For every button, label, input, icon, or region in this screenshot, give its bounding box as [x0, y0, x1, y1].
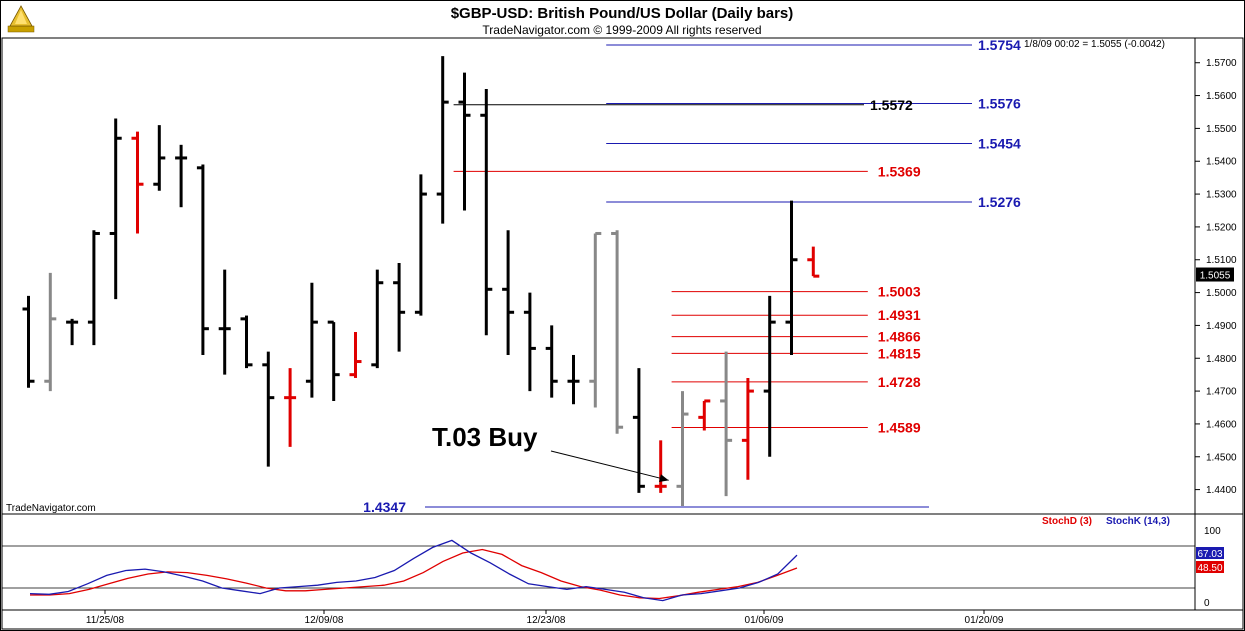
annotation-label: T.03 Buy	[432, 422, 538, 452]
y-tick-label: 1.5100	[1206, 255, 1237, 266]
date-axis	[1, 609, 1244, 630]
x-tick-label: 11/25/08	[86, 615, 125, 626]
ohlc-bar	[109, 118, 122, 300]
ohlc-bar	[153, 125, 166, 191]
chart-subtitle: TradeNavigator.com © 1999-2009 All right…	[482, 23, 761, 37]
ohlc-bar	[676, 391, 689, 507]
y-tick-label: 1.4400	[1206, 485, 1237, 496]
stoch-last-value-label: 48.50	[1197, 563, 1222, 574]
stoch-k-legend: StochK (14,3)	[1106, 516, 1170, 527]
ohlc-bar	[589, 231, 602, 408]
level-label: 1.5276	[978, 194, 1021, 210]
watermark: TradeNavigator.com	[6, 503, 96, 514]
level-label: 1.5576	[978, 95, 1021, 111]
level-label: 1.4728	[878, 374, 921, 390]
stoch-tick-label: 100	[1204, 526, 1221, 537]
trade-navigator-logo-icon	[7, 5, 35, 33]
ohlc-bar	[393, 263, 406, 352]
ohlc-bar	[545, 325, 558, 398]
stoch-last-value-box	[1196, 561, 1224, 573]
ohlc-bar	[436, 56, 449, 224]
stoch-d-legend: StochD (3)	[1042, 516, 1092, 527]
ohlc-bar	[632, 368, 645, 493]
y-tick-label: 1.5300	[1206, 190, 1237, 201]
y-tick-label: 1.5600	[1206, 91, 1237, 102]
y-tick-label: 1.4700	[1206, 387, 1237, 398]
level-label: 1.4866	[878, 329, 921, 345]
ohlc-bar	[785, 200, 798, 355]
last-price-label: 1.5055	[1200, 271, 1231, 282]
y-tick-label: 1.4500	[1206, 452, 1237, 463]
ohlc-bar	[240, 315, 253, 369]
x-tick-label: 01/06/09	[745, 615, 784, 626]
level-label: 1.5003	[878, 284, 921, 300]
ohlc-bar	[218, 269, 231, 375]
stoch-last-value-label: 67.03	[1197, 549, 1222, 560]
stoch-tick-label: 0	[1204, 598, 1210, 609]
level-label: 1.4931	[878, 307, 921, 323]
stoch-d-line	[30, 548, 798, 600]
annotation-arrow-line	[550, 450, 669, 481]
chart-title: $GBP-USD: British Pound/US Dollar (Daily…	[451, 5, 794, 22]
ohlc-bar	[196, 164, 209, 355]
level-label: 1.5572	[870, 97, 913, 113]
ohlc-bar	[414, 174, 427, 316]
y-tick-label: 1.5500	[1206, 124, 1237, 135]
ohlc-bar	[284, 368, 297, 447]
level-label: 1.4589	[878, 420, 921, 436]
ohlc-bar	[611, 230, 624, 434]
ohlc-bar	[741, 377, 754, 480]
ohlc-bar	[305, 282, 318, 398]
x-tick-label: 12/09/08	[305, 615, 344, 626]
ohlc-bar	[763, 295, 776, 457]
ohlc-bar	[502, 230, 515, 355]
price-panel	[1, 37, 1196, 515]
ohlc-bar	[654, 440, 667, 493]
ohlc-bar	[66, 318, 79, 346]
ohlc-bar	[44, 272, 57, 392]
level-label: 1.5454	[978, 136, 1021, 152]
ohlc-bar	[371, 269, 384, 369]
ohlc-bar	[349, 331, 362, 378]
y-tick-label: 1.5700	[1206, 58, 1237, 69]
stoch-k-line	[29, 539, 798, 602]
stoch-panel	[1, 513, 1196, 611]
level-label: 1.4347	[363, 499, 406, 515]
ohlc-bar	[720, 351, 733, 497]
ohlc-bar	[327, 320, 340, 401]
ohlc-bar	[262, 351, 275, 467]
y-tick-label: 1.5400	[1206, 157, 1237, 168]
y-tick-label: 1.5200	[1206, 222, 1237, 233]
y-tick-label: 1.4600	[1206, 419, 1237, 430]
y-tick-label: 1.5000	[1206, 288, 1237, 299]
ohlc-bar	[698, 399, 711, 431]
y-tick-label: 1.4900	[1206, 321, 1237, 332]
ohlc-bar	[87, 230, 100, 346]
ohlc-bar	[458, 72, 471, 211]
stoch-last-value-box	[1196, 547, 1224, 559]
ohlc-bar	[22, 295, 35, 388]
annotation-arrow-head	[659, 474, 669, 483]
level-label: 1.5754	[978, 37, 1021, 53]
ohlc-bar	[131, 131, 144, 234]
x-tick-label: 12/23/08	[527, 615, 566, 626]
ohlc-bar	[523, 292, 536, 392]
ohlc-bar	[175, 144, 188, 208]
quote-readout: 1/8/09 00:02 = 1.5055 (-0.0042)	[1024, 39, 1165, 50]
ohlc-bar	[567, 354, 580, 405]
x-tick-label: 01/20/09	[965, 615, 1004, 626]
ohlc-bar	[480, 89, 493, 336]
last-price-box	[1196, 267, 1234, 282]
ohlc-bar	[807, 246, 820, 278]
level-label: 1.4815	[878, 345, 921, 361]
y-tick-label: 1.4800	[1206, 354, 1237, 365]
level-label: 1.5369	[878, 163, 921, 179]
